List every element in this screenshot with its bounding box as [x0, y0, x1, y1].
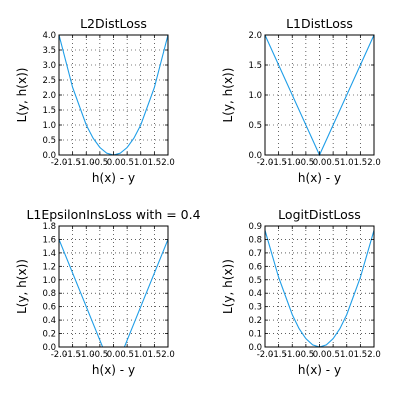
x-tick-label: -1.0	[284, 158, 301, 168]
y-tick-label: 0.0	[42, 151, 56, 161]
y-axis-label: L(y, h(x))	[221, 259, 235, 314]
x-tick-label: 0.5	[326, 350, 340, 360]
x-tick-label: 0.0	[313, 350, 327, 360]
y-tick-label: 0.8	[42, 289, 56, 299]
y-tick-label: 1.0	[248, 91, 262, 101]
chart-title: L2DistLoss	[80, 16, 147, 31]
y-tick-label: 0.0	[248, 151, 262, 161]
x-tick-label: -2.0	[257, 350, 274, 360]
x-tick-label: -1.0	[284, 350, 301, 360]
x-tick-label: -0.5	[298, 158, 315, 168]
x-tick-label: 1.0	[134, 158, 148, 168]
x-tick-label: -1.5	[270, 158, 287, 168]
x-tick-label: 2.0	[367, 350, 381, 360]
x-tick-label: 1.5	[354, 350, 368, 360]
y-tick-label: 0.2	[248, 316, 262, 326]
subplot-4: -2.0-1.5-1.0-0.50.0 0.5 1.0 1.5 2.00.00.10.2…	[221, 207, 381, 377]
x-tick-label: -0.5	[298, 350, 315, 360]
x-tick-label: -1.5	[64, 350, 81, 360]
x-axis-label: h(x) - y	[92, 171, 135, 185]
x-tick-label: 0.0	[313, 158, 327, 168]
x-tick-label: 2.0	[367, 158, 381, 168]
y-tick-label: 0.6	[42, 303, 56, 313]
y-tick-label: 1.4	[42, 249, 56, 259]
y-tick-label: 0.4	[248, 289, 262, 299]
x-tick-label: -1.5	[270, 350, 287, 360]
subplot-2: -2.0-1.5-1.0-0.50.0 0.5 1.0 1.5 2.00.00.51.0…	[221, 16, 381, 185]
x-tick-label: 1.5	[148, 350, 162, 360]
x-tick-label: -2.0	[257, 158, 274, 168]
x-tick-label: 0.5	[326, 158, 340, 168]
y-tick-label: 0.7	[248, 249, 262, 259]
subplot-1: -2.0-1.5-1.0-0.50.0 0.5 1.0 1.5 2.00.00.51.0…	[15, 16, 175, 185]
y-tick-label: 2.5	[42, 76, 56, 86]
y-tick-label: 1.6	[42, 235, 56, 245]
y-axis-label: L(y, h(x))	[15, 68, 29, 123]
x-tick-label: 0.5	[120, 158, 134, 168]
chart-title: L1DistLoss	[286, 16, 353, 31]
y-tick-label: 0.3	[248, 303, 262, 313]
x-tick-label: -2.0	[51, 350, 68, 360]
y-axis-label: L(y, h(x))	[221, 68, 235, 123]
y-tick-label: 1.5	[248, 61, 262, 71]
x-tick-label: -1.0	[78, 350, 95, 360]
x-tick-label: 2.0	[161, 158, 175, 168]
x-axis-label: h(x) - y	[298, 171, 341, 185]
y-tick-label: 4.0	[42, 31, 56, 41]
subplot-3: -2.0-1.5-1.0-0.50.0 0.5 1.0 1.5 2.00.00.20.4…	[15, 207, 201, 377]
x-tick-label: -0.5	[92, 158, 109, 168]
x-tick-label: 0.0	[107, 158, 121, 168]
y-tick-label: 0.0	[248, 343, 262, 353]
y-tick-label: 0.2	[42, 330, 56, 340]
x-tick-label: -0.5	[92, 350, 109, 360]
y-tick-label: 3.5	[42, 46, 56, 56]
y-tick-label: 3.0	[42, 61, 56, 71]
y-tick-label: 0.4	[42, 316, 56, 326]
y-tick-label: 0.5	[42, 136, 56, 146]
y-tick-label: 1.8	[42, 222, 56, 232]
y-tick-label: 2.0	[248, 31, 262, 41]
x-tick-label: 1.5	[148, 158, 162, 168]
x-tick-label: 0.0	[107, 350, 121, 360]
y-tick-label: 0.0	[42, 343, 56, 353]
y-tick-label: 1.2	[42, 262, 56, 272]
x-tick-label: -2.0	[51, 158, 68, 168]
y-tick-label: 0.1	[248, 330, 262, 340]
x-axis-label: h(x) - y	[298, 363, 341, 377]
x-tick-label: -1.0	[78, 158, 95, 168]
x-tick-label: 2.0	[161, 350, 175, 360]
x-tick-label: -1.5	[64, 158, 81, 168]
y-tick-label: 1.5	[42, 106, 56, 116]
y-tick-label: 0.5	[248, 276, 262, 286]
x-tick-label: 1.5	[354, 158, 368, 168]
y-tick-label: 0.8	[248, 235, 262, 245]
series-line	[264, 230, 375, 348]
x-tick-label: 1.0	[134, 350, 148, 360]
x-tick-label: 1.0	[340, 158, 354, 168]
y-tick-label: 1.0	[42, 276, 56, 286]
y-tick-label: 0.6	[248, 262, 262, 272]
x-tick-label: 0.5	[120, 350, 134, 360]
y-tick-label: 0.5	[248, 121, 262, 131]
y-tick-label: 0.9	[248, 222, 262, 232]
x-axis-label: h(x) - y	[92, 363, 135, 377]
y-tick-label: 1.0	[42, 121, 56, 131]
y-axis-label: L(y, h(x))	[15, 259, 29, 314]
x-tick-label: 1.0	[340, 350, 354, 360]
chart-title: L1EpsilonInsLoss with = 0.4	[26, 207, 200, 222]
chart-title: LogitDistLoss	[278, 207, 361, 222]
y-tick-label: 2.0	[42, 91, 56, 101]
